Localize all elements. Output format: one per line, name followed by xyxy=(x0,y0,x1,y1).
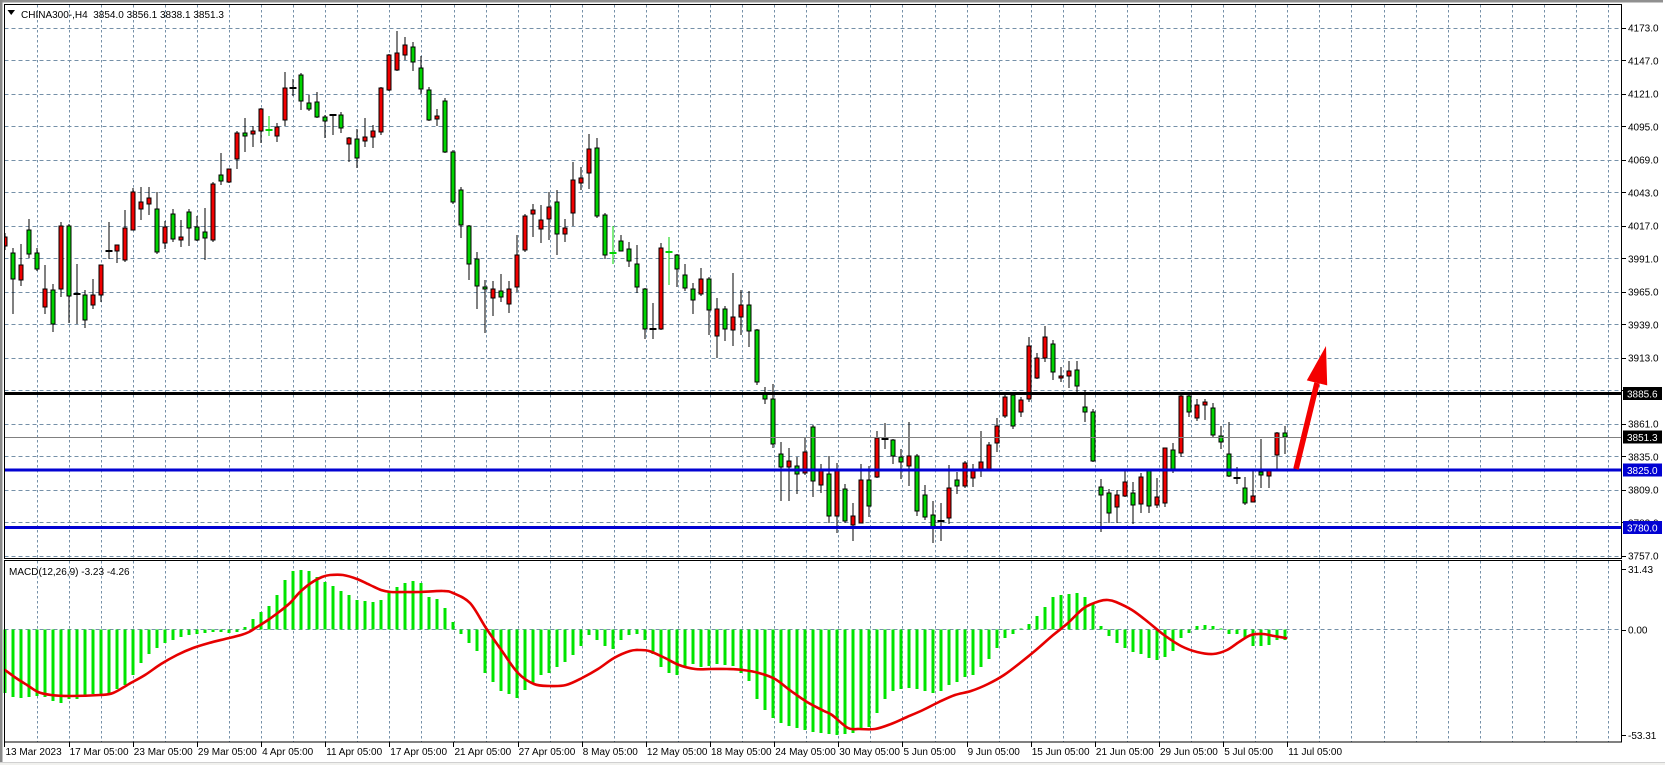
svg-text:3825.0: 3825.0 xyxy=(1627,466,1658,477)
svg-text:18 May 05:00: 18 May 05:00 xyxy=(711,747,772,758)
svg-text:0.00: 0.00 xyxy=(1628,625,1648,636)
svg-text:29 Jun 05:00: 29 Jun 05:00 xyxy=(1160,747,1218,758)
svg-text:17 Apr 05:00: 17 Apr 05:00 xyxy=(390,747,447,758)
svg-text:23 Mar 05:00: 23 Mar 05:00 xyxy=(134,747,193,758)
svg-text:13 Mar 2023: 13 Mar 2023 xyxy=(6,747,63,758)
svg-text:4043.0: 4043.0 xyxy=(1628,188,1659,199)
svg-text:3780.0: 3780.0 xyxy=(1627,523,1658,534)
svg-text:3965.0: 3965.0 xyxy=(1628,287,1659,298)
svg-text:9 Jun 05:00: 9 Jun 05:00 xyxy=(968,747,1021,758)
svg-text:CHINA300-,H4 3854.0 3856.1 38: CHINA300-,H4 3854.0 3856.1 3838.1 3851.3 xyxy=(21,10,224,21)
svg-text:-53.31: -53.31 xyxy=(1628,731,1657,742)
svg-text:3757.0: 3757.0 xyxy=(1628,551,1659,562)
svg-text:12 May 05:00: 12 May 05:00 xyxy=(647,747,708,758)
svg-text:29 Mar 05:00: 29 Mar 05:00 xyxy=(198,747,257,758)
svg-text:4147.0: 4147.0 xyxy=(1628,56,1659,67)
svg-text:4 Apr 05:00: 4 Apr 05:00 xyxy=(262,747,314,758)
svg-text:15 Jun 05:00: 15 Jun 05:00 xyxy=(1032,747,1090,758)
svg-text:4069.0: 4069.0 xyxy=(1628,155,1659,166)
svg-text:17 Mar 05:00: 17 Mar 05:00 xyxy=(70,747,129,758)
svg-text:3913.0: 3913.0 xyxy=(1628,353,1659,364)
svg-text:3851.3: 3851.3 xyxy=(1627,433,1658,444)
svg-text:4173.0: 4173.0 xyxy=(1628,23,1659,34)
svg-text:31.43: 31.43 xyxy=(1628,565,1653,576)
svg-text:5 Jul 05:00: 5 Jul 05:00 xyxy=(1224,747,1273,758)
svg-text:30 May 05:00: 30 May 05:00 xyxy=(839,747,900,758)
svg-text:3991.0: 3991.0 xyxy=(1628,254,1659,265)
svg-text:8 May 05:00: 8 May 05:00 xyxy=(583,747,638,758)
svg-text:3809.0: 3809.0 xyxy=(1628,485,1659,496)
svg-text:4121.0: 4121.0 xyxy=(1628,89,1659,100)
svg-text:11 Jul 05:00: 11 Jul 05:00 xyxy=(1288,747,1342,758)
svg-text:21 Jun 05:00: 21 Jun 05:00 xyxy=(1096,747,1154,758)
svg-text:3835.0: 3835.0 xyxy=(1628,452,1659,463)
svg-text:4017.0: 4017.0 xyxy=(1628,221,1659,232)
svg-text:27 Apr 05:00: 27 Apr 05:00 xyxy=(519,747,576,758)
svg-text:MACD(12,26,9) -3.23 -4.26: MACD(12,26,9) -3.23 -4.26 xyxy=(9,567,130,578)
svg-text:4095.0: 4095.0 xyxy=(1628,122,1659,133)
svg-text:5 Jun 05:00: 5 Jun 05:00 xyxy=(904,747,957,758)
svg-text:24 May 05:00: 24 May 05:00 xyxy=(775,747,836,758)
svg-text:11 Apr 05:00: 11 Apr 05:00 xyxy=(326,747,382,758)
svg-text:3861.0: 3861.0 xyxy=(1628,419,1659,430)
svg-text:3939.0: 3939.0 xyxy=(1628,320,1659,331)
svg-text:3885.6: 3885.6 xyxy=(1627,389,1658,400)
svg-text:21 Apr 05:00: 21 Apr 05:00 xyxy=(455,747,512,758)
